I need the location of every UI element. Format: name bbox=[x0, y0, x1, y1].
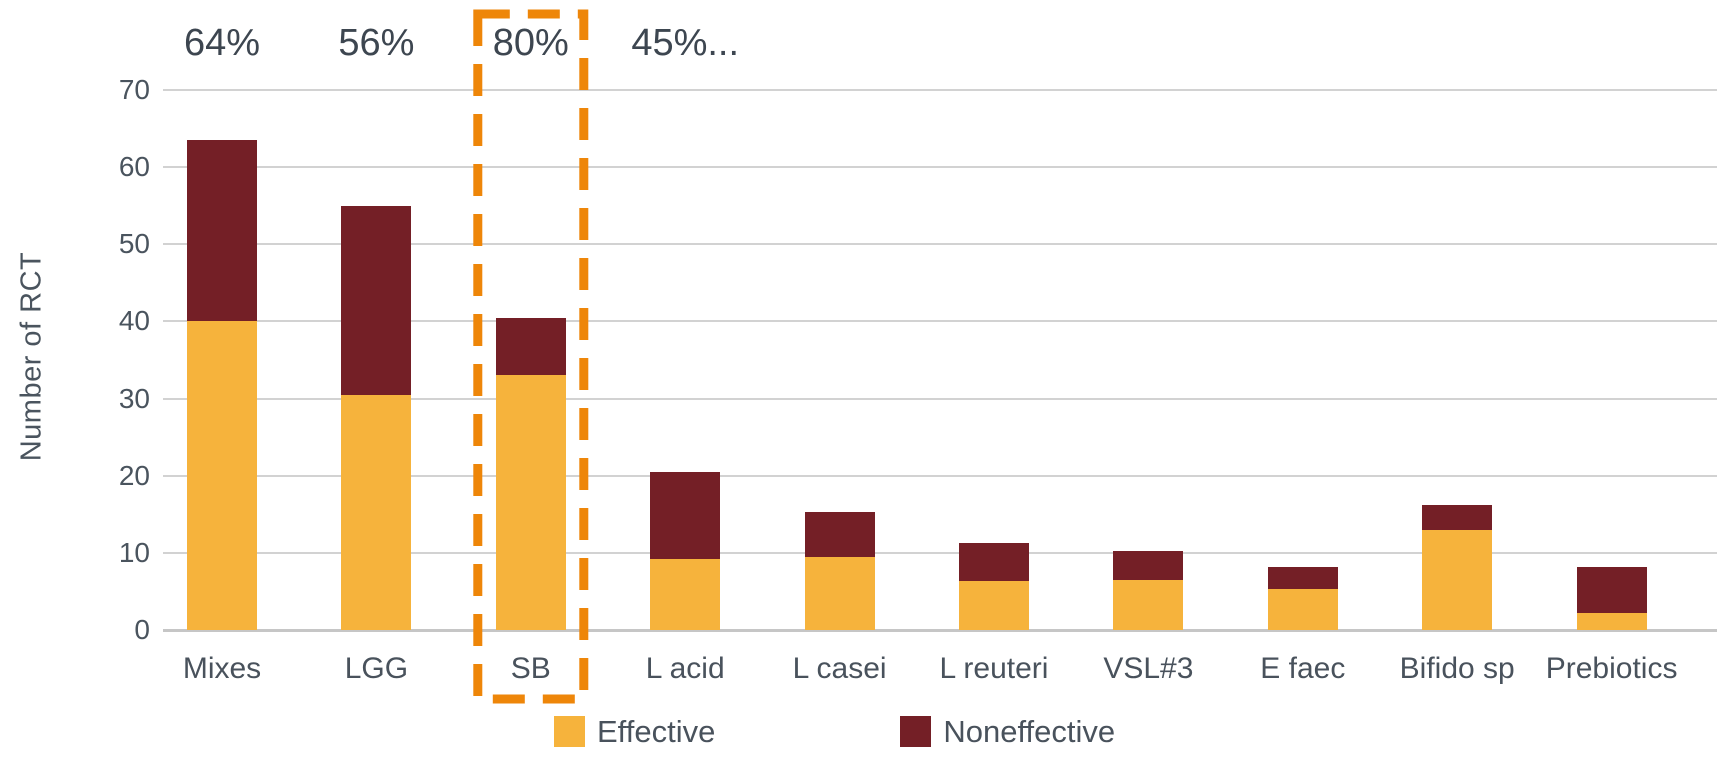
x-label-bifido-sp: Bifido sp bbox=[1399, 652, 1515, 685]
bar-l-acid-effective bbox=[650, 559, 721, 630]
bar-e-faec-noneffective bbox=[1267, 566, 1338, 590]
bar-lgg-noneffective bbox=[341, 205, 412, 395]
legend-label-effective: Effective bbox=[597, 714, 716, 749]
gridline bbox=[163, 166, 1717, 169]
bar-e-faec-effective bbox=[1267, 589, 1338, 630]
x-axis-line bbox=[163, 629, 1717, 632]
gridline bbox=[163, 474, 1717, 477]
bar-lgg-effective bbox=[341, 394, 412, 630]
bar-prebiotics-effective bbox=[1576, 613, 1647, 630]
bar-l-acid-noneffective bbox=[650, 471, 721, 559]
bar-sb-effective bbox=[495, 375, 566, 630]
x-label-l-reuteri: L reuteri bbox=[939, 652, 1049, 685]
bar-l-reuteri-effective bbox=[959, 581, 1029, 630]
x-label-vsl-3: VSL#3 bbox=[1103, 652, 1194, 685]
gridline bbox=[163, 397, 1717, 400]
legend-item-noneffective: Noneffective bbox=[900, 716, 1115, 747]
x-label-l-casei: L casei bbox=[792, 652, 887, 685]
y-tick-label: 0 bbox=[134, 614, 150, 645]
bar-l-reuteri-noneffective bbox=[959, 542, 1029, 582]
y-tick-label: 70 bbox=[118, 74, 150, 105]
y-tick-label: 40 bbox=[118, 305, 150, 337]
percent-annotation-l-acid: 45%... bbox=[631, 22, 740, 64]
y-tick-label: 50 bbox=[118, 228, 150, 260]
percent-annotation-mixes: 64% bbox=[183, 22, 261, 64]
y-tick-label: 30 bbox=[118, 382, 150, 414]
y-axis-title: Number of RCT bbox=[15, 251, 48, 462]
gridline bbox=[163, 89, 1717, 91]
x-label-prebiotics: Prebiotics bbox=[1545, 652, 1678, 685]
bar-sb-noneffective bbox=[495, 317, 566, 376]
bar-bifido-sp-effective bbox=[1422, 529, 1493, 630]
bar-vsl-3-effective bbox=[1113, 579, 1184, 630]
effective-swatch-icon bbox=[554, 716, 585, 747]
y-tick-label: 60 bbox=[118, 151, 150, 183]
bar-vsl-3-noneffective bbox=[1113, 550, 1184, 580]
bar-mixes-noneffective bbox=[187, 140, 257, 322]
x-label-l-acid: L acid bbox=[645, 652, 725, 685]
x-label-mixes: Mixes bbox=[182, 652, 262, 685]
x-label-sb: SB bbox=[510, 652, 551, 685]
x-label-e-faec: E faec bbox=[1260, 652, 1346, 685]
bar-prebiotics-noneffective bbox=[1576, 566, 1647, 614]
gridline bbox=[163, 320, 1717, 323]
x-label-lgg: LGG bbox=[344, 652, 409, 685]
gridline bbox=[163, 551, 1717, 554]
legend-label-noneffective: Noneffective bbox=[943, 714, 1116, 749]
legend: Effective Noneffective bbox=[554, 716, 1115, 747]
legend-item-effective: Effective bbox=[554, 716, 715, 747]
bar-mixes-effective bbox=[187, 321, 257, 630]
percent-annotation-lgg: 56% bbox=[338, 22, 415, 64]
bar-l-casei-noneffective bbox=[804, 511, 875, 557]
bar-bifido-sp-noneffective bbox=[1422, 505, 1493, 530]
bar-l-casei-effective bbox=[804, 556, 875, 630]
noneffective-swatch-icon bbox=[900, 716, 932, 747]
y-tick-label: 10 bbox=[118, 536, 150, 568]
y-tick-label: 20 bbox=[118, 459, 150, 491]
gridline bbox=[163, 243, 1717, 246]
